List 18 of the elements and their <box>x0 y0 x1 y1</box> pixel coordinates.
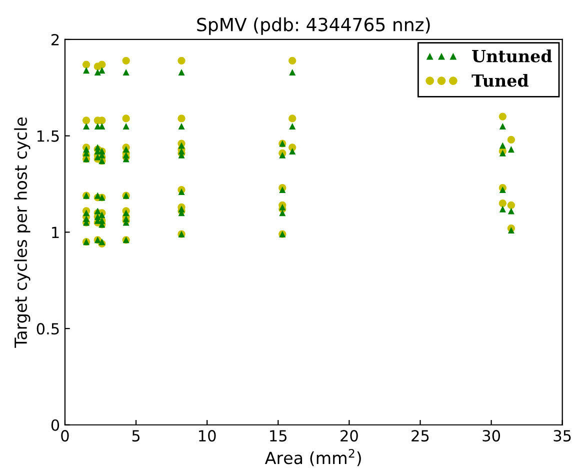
x-tick-label: 15 <box>270 430 287 442</box>
x-tick-label: 10 <box>199 430 216 442</box>
y-tick-label: 1.5 <box>37 130 59 142</box>
legend-label: Untuned <box>472 49 552 62</box>
y-tick-label: 0 <box>51 419 60 431</box>
x-axis-title: Area (mm$^{2}$) <box>264 448 361 466</box>
y-tick-label: 2 <box>52 34 59 46</box>
x-tick-label: 0 <box>61 430 69 442</box>
x-tick-label: 5 <box>132 430 140 442</box>
x-tick-label: 35 <box>554 430 571 442</box>
x-tick-label: 25 <box>412 430 429 442</box>
x-tick-label: 20 <box>340 430 358 442</box>
x-tick-label: 30 <box>482 430 500 442</box>
y-tick-label: 1 <box>52 226 59 238</box>
chart-title: SpMV (pdb: 4344765 nnz) <box>197 17 430 35</box>
legend-label: Tuned <box>472 74 528 87</box>
y-axis-title: Target cycles per host cycle <box>14 117 30 348</box>
y-tick-label: 0.5 <box>36 322 59 335</box>
